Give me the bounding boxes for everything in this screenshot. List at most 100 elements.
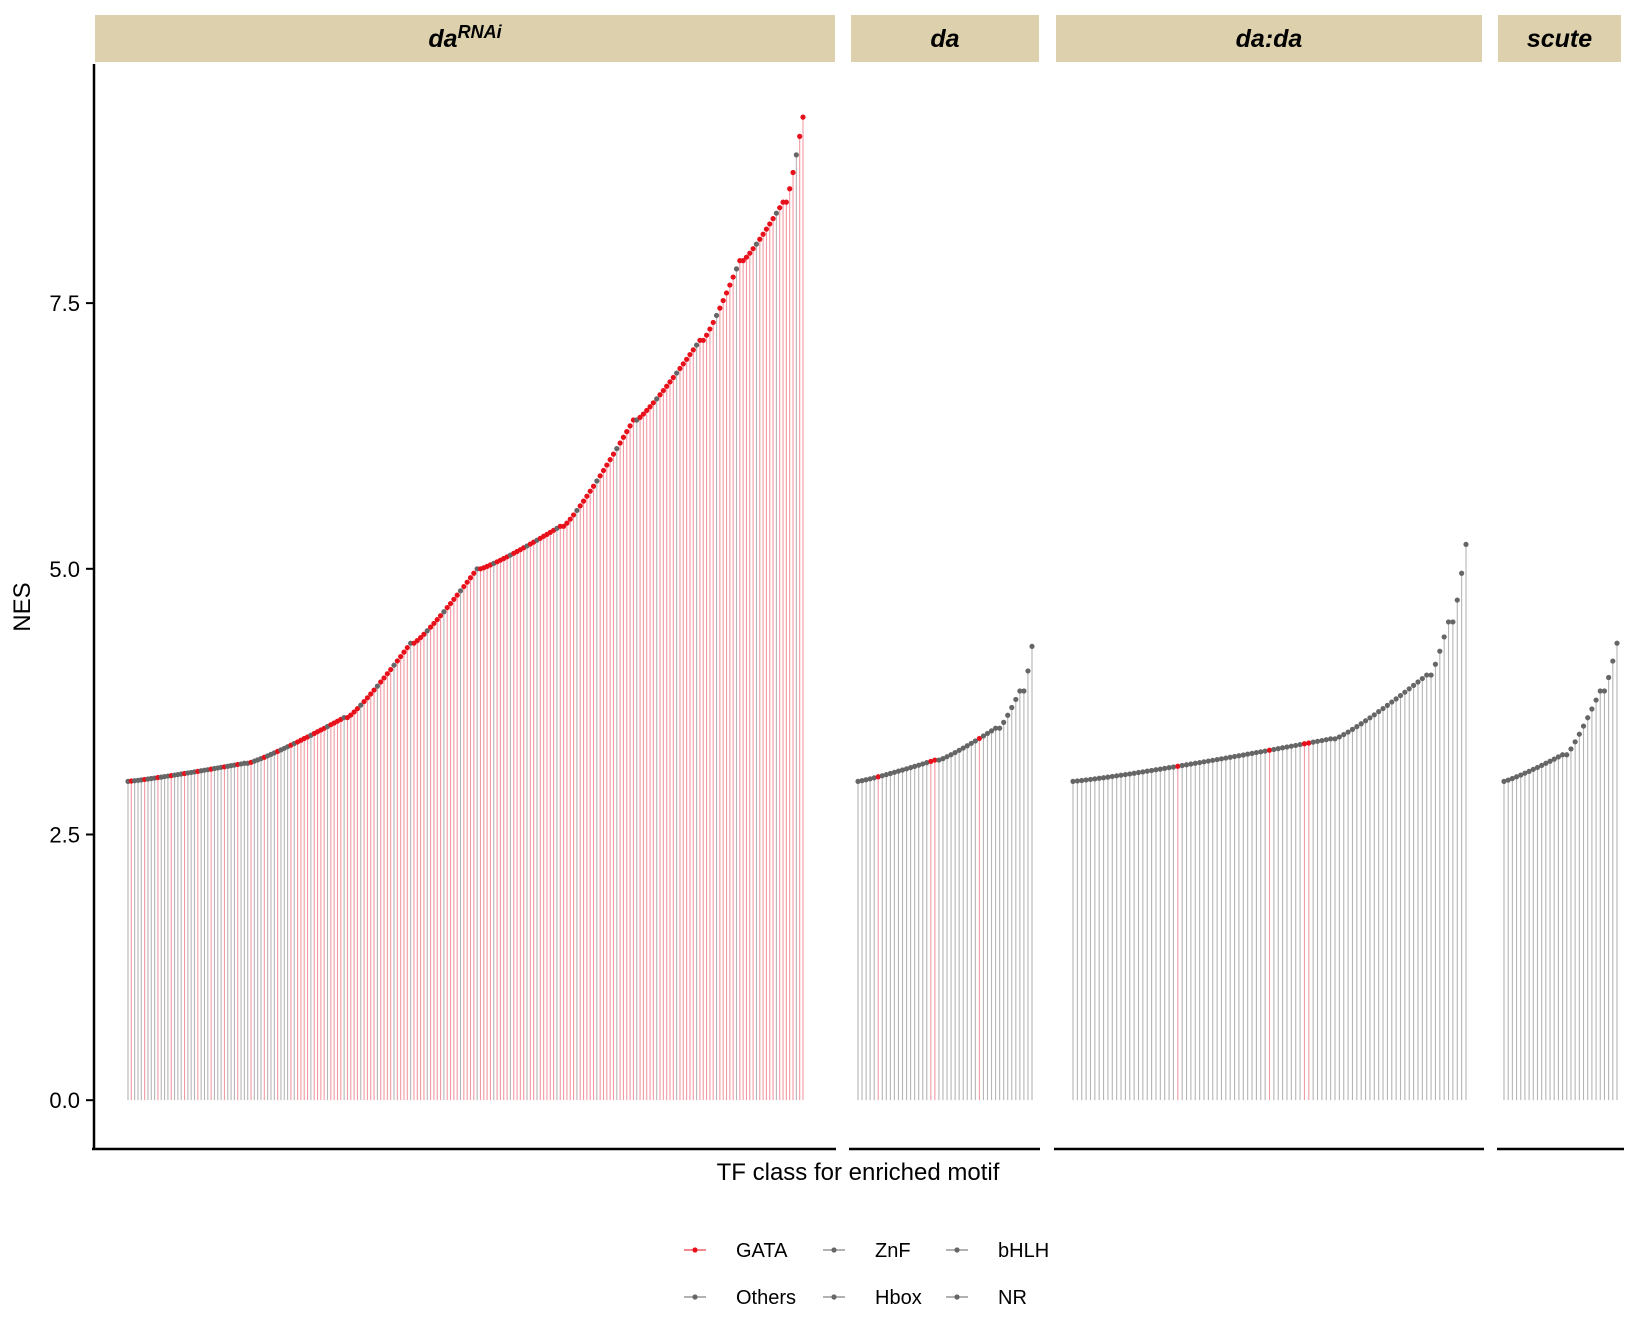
point-gata — [431, 620, 437, 627]
facet-strip-bg — [95, 15, 835, 62]
point-gata — [777, 205, 783, 211]
point-other — [1454, 597, 1460, 603]
point-gata — [600, 467, 607, 474]
point-other — [1349, 726, 1356, 732]
point-other — [1293, 742, 1299, 749]
point-other — [1419, 675, 1425, 682]
point-other — [654, 396, 660, 402]
point-gata — [664, 383, 670, 389]
point-other — [1070, 778, 1076, 784]
point-other — [1358, 721, 1364, 727]
point-gata — [610, 451, 617, 457]
point-other — [457, 588, 464, 594]
point-other — [1551, 756, 1557, 762]
point-other — [1428, 672, 1434, 678]
point-other — [1415, 679, 1421, 685]
point-other — [1105, 774, 1111, 780]
point-gata — [624, 429, 630, 435]
point-other — [1170, 764, 1177, 770]
y-tick-label: 0.0 — [49, 1088, 80, 1113]
point-other — [1534, 764, 1541, 771]
legend-item: Others — [684, 1287, 796, 1309]
point-other — [1214, 756, 1220, 763]
point-gata — [368, 691, 374, 697]
point-other — [1092, 776, 1098, 782]
point-other — [1262, 748, 1268, 754]
point-other — [1140, 769, 1146, 775]
point-other — [1432, 661, 1439, 667]
point-gata — [437, 613, 444, 619]
point-gata — [378, 679, 384, 685]
point-gata — [434, 617, 440, 623]
point-gata — [404, 645, 410, 651]
x-axis-title: TF class for enriched motif — [717, 1159, 1000, 1186]
point-gata — [767, 221, 773, 227]
point-other — [1096, 775, 1102, 781]
point-other — [1183, 762, 1190, 768]
point-other — [1555, 754, 1562, 760]
point-other — [1384, 702, 1390, 708]
point-gata — [381, 675, 387, 681]
point-gata — [354, 706, 361, 712]
axes: 0.0 2.5 5.0 7.5 — [49, 64, 1624, 1151]
point-other — [1100, 775, 1107, 781]
lollipop-points — [125, 114, 1620, 784]
point-gata — [677, 365, 683, 372]
point-other — [903, 766, 910, 772]
point-gata — [384, 671, 390, 677]
point-gata — [604, 462, 610, 468]
point-other — [1017, 688, 1023, 694]
point-other — [441, 609, 447, 615]
point-other — [1144, 768, 1150, 774]
legend-key-point — [831, 1294, 837, 1300]
facet-strip-bg — [851, 15, 1039, 62]
point-other — [1459, 570, 1465, 576]
point-other — [1341, 731, 1347, 738]
point-other — [992, 725, 999, 731]
point-other — [1236, 753, 1242, 759]
point-gata — [644, 407, 650, 414]
point-gata — [770, 216, 776, 222]
point-gata — [710, 319, 716, 326]
point-other — [1402, 689, 1408, 695]
point-other — [1393, 696, 1399, 702]
point-gata — [584, 493, 590, 499]
y-tick-label: 2.5 — [49, 822, 80, 847]
y-tick-label: 7.5 — [49, 291, 80, 316]
point-other — [891, 769, 898, 775]
point-gata — [730, 274, 736, 280]
point-other — [1223, 755, 1229, 761]
point-other — [1424, 672, 1430, 678]
legend-key-point — [954, 1294, 960, 1300]
point-gata — [703, 332, 710, 338]
point-gata — [932, 757, 938, 763]
point-gata — [800, 114, 806, 120]
point-other — [1572, 739, 1578, 745]
point-other — [899, 767, 906, 773]
y-tick-label: 5.0 — [49, 557, 80, 582]
point-other — [1131, 770, 1137, 776]
point-gata — [418, 634, 424, 641]
point-gata — [647, 404, 653, 410]
point-other — [984, 730, 991, 737]
point-other — [1284, 744, 1290, 750]
point-other — [964, 743, 970, 749]
point-gata — [667, 379, 673, 385]
legend-label: Hbox — [875, 1287, 922, 1309]
legend-label: ZnF — [875, 1240, 911, 1262]
legend-item: NR — [946, 1287, 1027, 1309]
facet-strip-bg — [1056, 15, 1482, 62]
point-gata — [1266, 747, 1273, 753]
point-other — [895, 768, 902, 774]
point-gata — [700, 337, 706, 343]
point-other — [1526, 768, 1532, 774]
point-other — [1122, 771, 1128, 778]
point-other — [594, 478, 600, 484]
point-other — [1005, 712, 1011, 718]
point-other — [1530, 766, 1536, 772]
point-other — [1406, 686, 1412, 692]
point-other — [1297, 741, 1303, 748]
point-other — [374, 683, 380, 689]
point-other — [614, 446, 620, 452]
point-other — [1606, 674, 1612, 681]
